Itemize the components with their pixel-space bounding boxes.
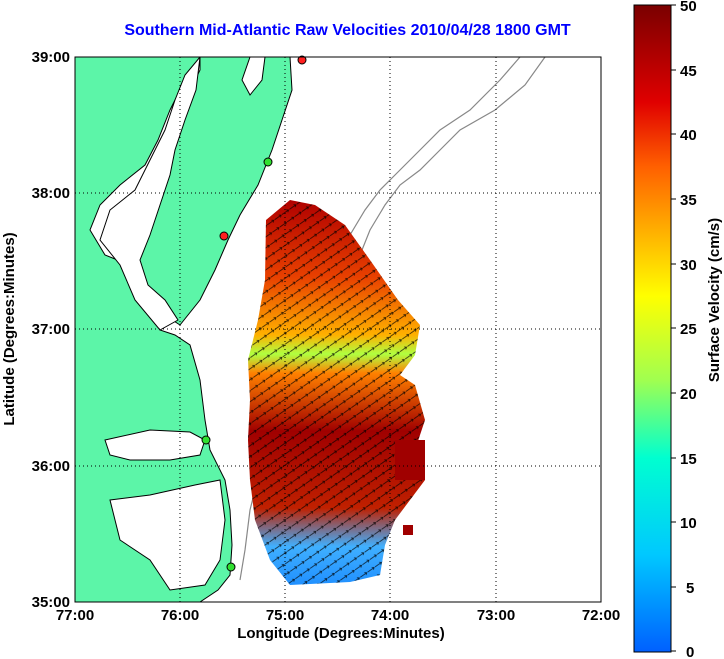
y-tick-label: 36:00 <box>32 458 70 475</box>
x-tick-label: 72:00 <box>582 607 620 624</box>
velocity-patch <box>395 440 425 480</box>
colorbar-tick-label: 5 <box>686 580 694 597</box>
bathymetry-contour <box>359 57 546 256</box>
plot-frame <box>74 56 602 603</box>
colorbar-tick-label: 30 <box>680 257 697 274</box>
map-title: Southern Mid-Atlantic Raw Velocities 201… <box>124 22 571 39</box>
colorbar-tick-label: 10 <box>680 515 697 532</box>
y-axis-label: Latitude (Degrees:Minutes) <box>1 232 18 425</box>
grid-lines <box>75 57 601 602</box>
x-tick-label: 73:00 <box>477 607 515 624</box>
colorbar-tick-label: 45 <box>680 63 697 80</box>
pamlico-sound <box>109 479 226 591</box>
x-tick-label: 77:00 <box>56 607 94 624</box>
y-tick-label: 39:00 <box>32 49 70 66</box>
colorbar-tick-label: 0 <box>686 644 694 659</box>
colorbar-tick-label: 40 <box>680 127 697 144</box>
x-tick-label: 75:00 <box>266 607 304 624</box>
colorbar-tick-label: 20 <box>680 386 697 403</box>
x-tick-label: 74:00 <box>371 607 409 624</box>
colorbar-tick-label: 25 <box>680 321 697 338</box>
velocity-patch <box>403 525 413 535</box>
x-tick-label: 76:00 <box>161 607 199 624</box>
colorbar-tick-label: 50 <box>680 0 697 15</box>
chesapeake-bay <box>99 57 201 331</box>
station-marker <box>263 157 273 167</box>
delaware-bay <box>241 57 266 96</box>
station-marker <box>297 55 307 65</box>
velocity-vectors <box>248 200 425 585</box>
y-tick-label: 38:00 <box>32 185 70 202</box>
colorbar <box>633 4 672 653</box>
y-tick-label: 37:00 <box>32 321 70 338</box>
colorbar-ticks <box>671 4 676 652</box>
colorbar-label: Surface Velocity (cm/s) <box>706 218 723 382</box>
y-tick-label: 35:00 <box>32 594 70 611</box>
station-marker <box>219 231 229 241</box>
colorbar-tick-label: 15 <box>680 451 697 468</box>
x-axis-label: Longitude (Degrees:Minutes) <box>237 625 445 642</box>
station-marker <box>226 562 236 572</box>
colorbar-tick-label: 35 <box>680 192 697 209</box>
station-marker <box>201 435 211 445</box>
